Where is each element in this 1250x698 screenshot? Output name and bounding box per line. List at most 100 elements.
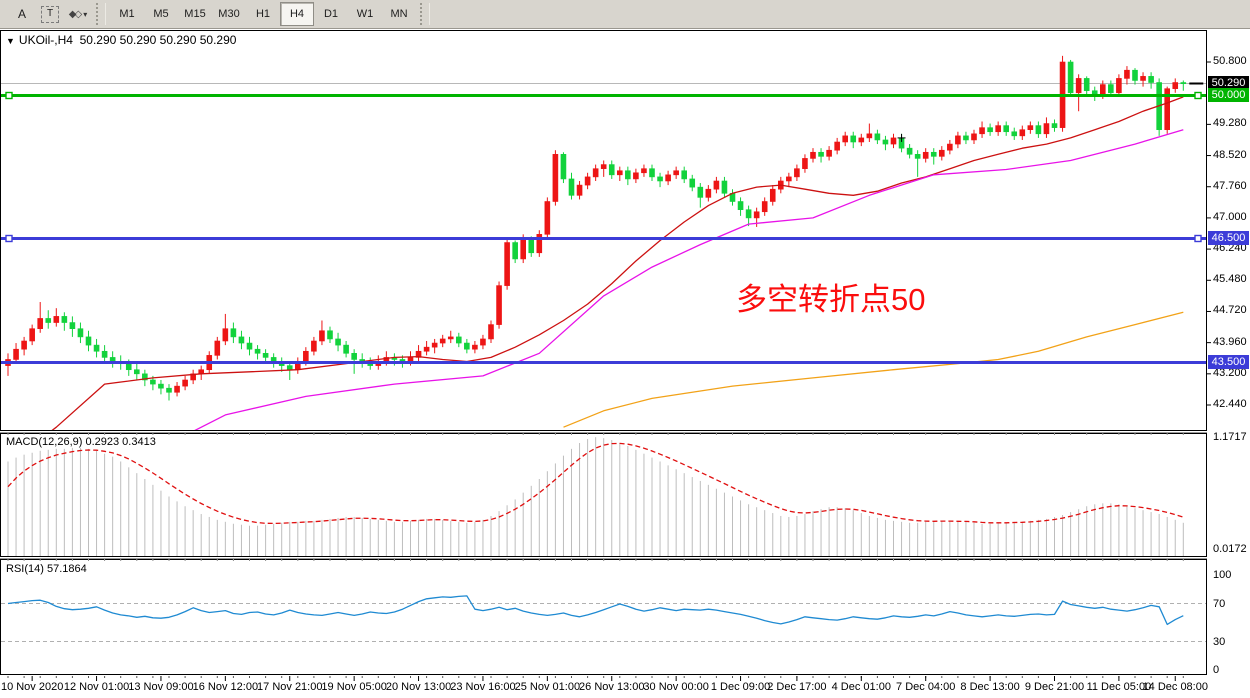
macd-axis-top-label[interactable]: 1.1717 [1213, 430, 1247, 443]
candle-body [1148, 76, 1154, 83]
time-axis-label[interactable]: 13 Nov 09:00 [128, 681, 194, 693]
time-axis-label[interactable]: 11 Dec 05:00 [1086, 681, 1152, 693]
time-axis-label[interactable]: 17 Nov 21:00 [257, 681, 323, 693]
price-axis-label[interactable]: 42.440 [1213, 398, 1247, 410]
candle-body [13, 348, 19, 360]
rsi-axis-label[interactable]: 0 [1213, 664, 1220, 676]
time-axis-label[interactable]: 26 Nov 13:00 [579, 681, 645, 693]
candle-body [270, 357, 277, 362]
candle-body [222, 328, 229, 342]
price-axis-label[interactable]: 50.800 [1213, 55, 1247, 67]
time-axis-label[interactable]: 8 Dec 13:00 [960, 681, 1020, 693]
candle-body [1035, 125, 1042, 135]
time-axis-label[interactable]: 19 Nov 05:00 [321, 681, 387, 693]
price-axis-label[interactable]: 49.280 [1213, 117, 1247, 130]
price-axis-label[interactable]: 48.520 [1213, 148, 1247, 161]
price-axis-label[interactable]: 45.480 [1213, 273, 1247, 286]
toolbar-grip[interactable] [96, 3, 106, 25]
timeframe-button-M1[interactable]: M1 [119, 8, 135, 20]
candle-body [576, 184, 583, 196]
candle-body [488, 324, 494, 340]
candle-body [439, 338, 446, 344]
candle-body [69, 322, 76, 329]
price-axis-label[interactable]: 47.760 [1213, 179, 1247, 192]
candle-body [230, 328, 237, 338]
macd-axis-bottom-label[interactable]: 0.0172 [1213, 543, 1247, 556]
time-axis-label[interactable]: 12 Nov 01:00 [63, 681, 130, 693]
candle-body [166, 387, 172, 393]
rsi-axis-label[interactable]: 100 [1213, 569, 1232, 581]
main-price-plot[interactable] [1, 55, 1206, 464]
collapse-arrow-icon[interactable]: ▼ [6, 36, 15, 46]
timeframe-button-H1[interactable]: H1 [255, 8, 271, 20]
candle-body [512, 242, 518, 260]
time-axis-label[interactable]: 23 Nov 16:00 [450, 681, 516, 693]
price-axis-label[interactable]: 43.200 [1213, 366, 1247, 379]
candle-body [286, 365, 293, 371]
time-axis-label[interactable]: 4 Dec 01:00 [831, 681, 891, 693]
candle-body [1172, 82, 1179, 89]
candle-body [1051, 123, 1058, 128]
time-axis-label[interactable]: 7 Dec 04:00 [896, 681, 956, 693]
candle-body [906, 147, 913, 155]
candle-body [689, 178, 696, 188]
price-axis-label[interactable]: 43.960 [1213, 335, 1247, 348]
candle-body [480, 338, 486, 346]
time-axis-label[interactable]: 1 Dec 09:00 [710, 681, 771, 693]
toolbar-grip-end[interactable] [420, 3, 430, 25]
candle-body [890, 137, 897, 145]
text-box-icon: T [41, 5, 59, 23]
timeframe-button-D1[interactable]: D1 [323, 8, 339, 20]
text-tool-button[interactable]: T [37, 2, 63, 26]
candle-body [447, 336, 454, 340]
price-axis-label[interactable]: 47.000 [1213, 210, 1247, 223]
timeframe-button-M15[interactable]: M15 [184, 8, 206, 20]
candle-body [608, 164, 615, 176]
candle-body [1003, 125, 1010, 133]
label-tool-button[interactable]: A [17, 7, 26, 21]
time-axis-label[interactable]: 14 Dec 08:00 [1142, 681, 1208, 693]
timeframe-button-MN[interactable]: MN [390, 8, 408, 20]
candle-body [311, 340, 317, 352]
time-axis-label[interactable]: 2 Dec 17:00 [767, 681, 827, 693]
candle-body [53, 316, 60, 323]
candle-body [1108, 84, 1114, 94]
timeframe-button-M5[interactable]: M5 [153, 8, 169, 20]
time-axis-label[interactable]: 16 Nov 12:00 [192, 681, 259, 693]
rsi-axis-label[interactable]: 70 [1213, 597, 1226, 610]
macd-indicator-label: MACD(12,26,9) 0.2923 0.3413 [6, 436, 156, 448]
price-axis-label[interactable]: 44.720 [1213, 304, 1247, 317]
candle-body [882, 139, 889, 145]
chart-annotation-text[interactable]: 多空转折点50 [736, 282, 926, 317]
time-axis-label[interactable]: 9 Dec 21:00 [1024, 681, 1085, 693]
candle-body [142, 373, 148, 381]
candle-body [616, 170, 623, 176]
time-axis-label[interactable]: 20 Nov 13:00 [385, 681, 452, 693]
candle-body [125, 363, 132, 371]
candle-body [810, 151, 816, 159]
chart-title: ▼ UKOil-,H4 50.290 50.290 50.290 50.290 [6, 33, 236, 47]
candle-body [319, 330, 325, 342]
shapes-tool-button[interactable]: ◆◇ ▾ [65, 2, 91, 26]
candle-body [190, 373, 196, 381]
candle-body [1067, 61, 1074, 94]
candle-body [61, 316, 68, 323]
candle-body [633, 172, 639, 180]
time-axis-label[interactable]: 25 Nov 01:00 [514, 681, 581, 693]
candle-body [641, 168, 647, 174]
candle-body [737, 201, 744, 211]
candle-body [858, 137, 865, 143]
timeframe-button-M30[interactable]: M30 [218, 8, 240, 20]
time-axis-label[interactable]: 30 Nov 00:00 [643, 681, 709, 693]
rsi-panel-frame [0, 559, 1207, 675]
time-axis-label[interactable]: 10 Nov 2020 [0, 681, 64, 693]
candle-body [1180, 82, 1187, 85]
candle-body [182, 379, 188, 387]
candle-body [842, 135, 849, 143]
candle-body [45, 318, 52, 323]
rsi-axis-label[interactable]: 30 [1213, 635, 1226, 648]
candle-body [158, 383, 164, 389]
timeframe-button-H4[interactable]: H4 [280, 2, 314, 26]
timeframe-button-W1[interactable]: W1 [356, 8, 374, 20]
